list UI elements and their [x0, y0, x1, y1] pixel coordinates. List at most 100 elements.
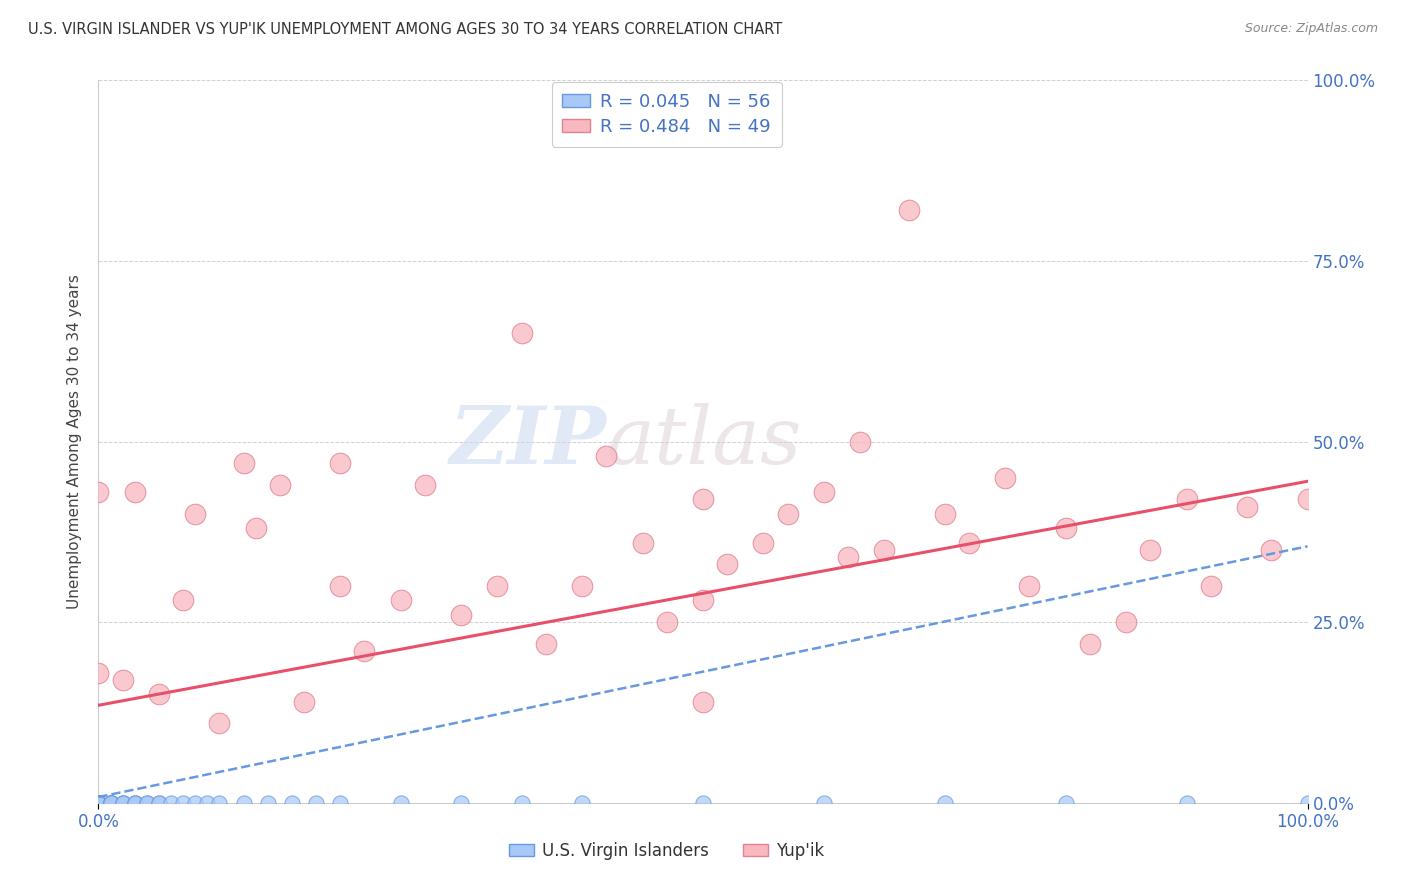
Point: [752, 535, 775, 549]
Point: [87, 796, 110, 810]
Point: [281, 796, 304, 810]
Point: [329, 456, 352, 470]
Point: [256, 796, 278, 810]
Point: [934, 507, 956, 521]
Point: [329, 579, 352, 593]
Point: [692, 492, 714, 507]
Point: [111, 796, 134, 810]
Point: [87, 796, 110, 810]
Point: [329, 796, 352, 810]
Point: [994, 470, 1017, 484]
Point: [87, 796, 110, 810]
Point: [776, 507, 799, 521]
Point: [172, 593, 194, 607]
Point: [87, 796, 110, 810]
Point: [813, 796, 835, 810]
Point: [148, 796, 170, 810]
Point: [450, 796, 472, 810]
Point: [208, 716, 231, 731]
Point: [100, 796, 122, 810]
Point: [232, 796, 254, 810]
Point: [124, 796, 146, 810]
Point: [87, 796, 110, 810]
Point: [87, 796, 110, 810]
Point: [1236, 500, 1258, 514]
Point: [148, 796, 170, 810]
Text: atlas: atlas: [606, 403, 801, 480]
Point: [87, 796, 110, 810]
Point: [692, 593, 714, 607]
Point: [195, 796, 218, 810]
Point: [87, 796, 110, 810]
Point: [655, 615, 678, 630]
Point: [87, 796, 110, 810]
Point: [87, 796, 110, 810]
Point: [245, 521, 267, 535]
Point: [87, 796, 110, 810]
Text: U.S. VIRGIN ISLANDER VS YUP'IK UNEMPLOYMENT AMONG AGES 30 TO 34 YEARS CORRELATIO: U.S. VIRGIN ISLANDER VS YUP'IK UNEMPLOYM…: [28, 22, 782, 37]
Point: [124, 796, 146, 810]
Point: [389, 796, 412, 810]
Point: [571, 579, 593, 593]
Point: [305, 796, 328, 810]
Point: [87, 796, 110, 810]
Point: [111, 796, 134, 810]
Point: [1054, 796, 1077, 810]
Point: [87, 796, 110, 810]
Point: [269, 478, 291, 492]
Point: [87, 796, 110, 810]
Y-axis label: Unemployment Among Ages 30 to 34 years: Unemployment Among Ages 30 to 34 years: [67, 274, 83, 609]
Point: [1175, 796, 1198, 810]
Point: [111, 796, 134, 810]
Point: [1115, 615, 1137, 630]
Point: [208, 796, 231, 810]
Point: [510, 796, 533, 810]
Point: [1054, 521, 1077, 535]
Point: [232, 456, 254, 470]
Point: [595, 449, 617, 463]
Point: [353, 644, 375, 658]
Point: [1260, 542, 1282, 557]
Point: [571, 796, 593, 810]
Point: [135, 796, 157, 810]
Point: [184, 796, 207, 810]
Point: [692, 695, 714, 709]
Point: [87, 796, 110, 810]
Point: [631, 535, 654, 549]
Point: [87, 485, 110, 500]
Point: [413, 478, 436, 492]
Point: [716, 558, 738, 572]
Point: [100, 796, 122, 810]
Point: [1078, 637, 1101, 651]
Point: [450, 607, 472, 622]
Point: [813, 485, 835, 500]
Point: [100, 796, 122, 810]
Text: ZIP: ZIP: [450, 403, 606, 480]
Point: [172, 796, 194, 810]
Point: [897, 203, 920, 218]
Point: [100, 796, 122, 810]
Point: [100, 796, 122, 810]
Point: [124, 485, 146, 500]
Point: [87, 796, 110, 810]
Point: [389, 593, 412, 607]
Point: [184, 507, 207, 521]
Point: [534, 637, 557, 651]
Point: [1199, 579, 1222, 593]
Point: [1175, 492, 1198, 507]
Point: [957, 535, 980, 549]
Point: [692, 796, 714, 810]
Text: Source: ZipAtlas.com: Source: ZipAtlas.com: [1244, 22, 1378, 36]
Point: [148, 687, 170, 701]
Point: [135, 796, 157, 810]
Point: [160, 796, 183, 810]
Point: [486, 579, 509, 593]
Point: [292, 695, 315, 709]
Point: [87, 796, 110, 810]
Point: [87, 796, 110, 810]
Legend: U.S. Virgin Islanders, Yup'ik: U.S. Virgin Islanders, Yup'ik: [502, 836, 831, 867]
Point: [1139, 542, 1161, 557]
Point: [1296, 492, 1319, 507]
Point: [934, 796, 956, 810]
Point: [111, 673, 134, 687]
